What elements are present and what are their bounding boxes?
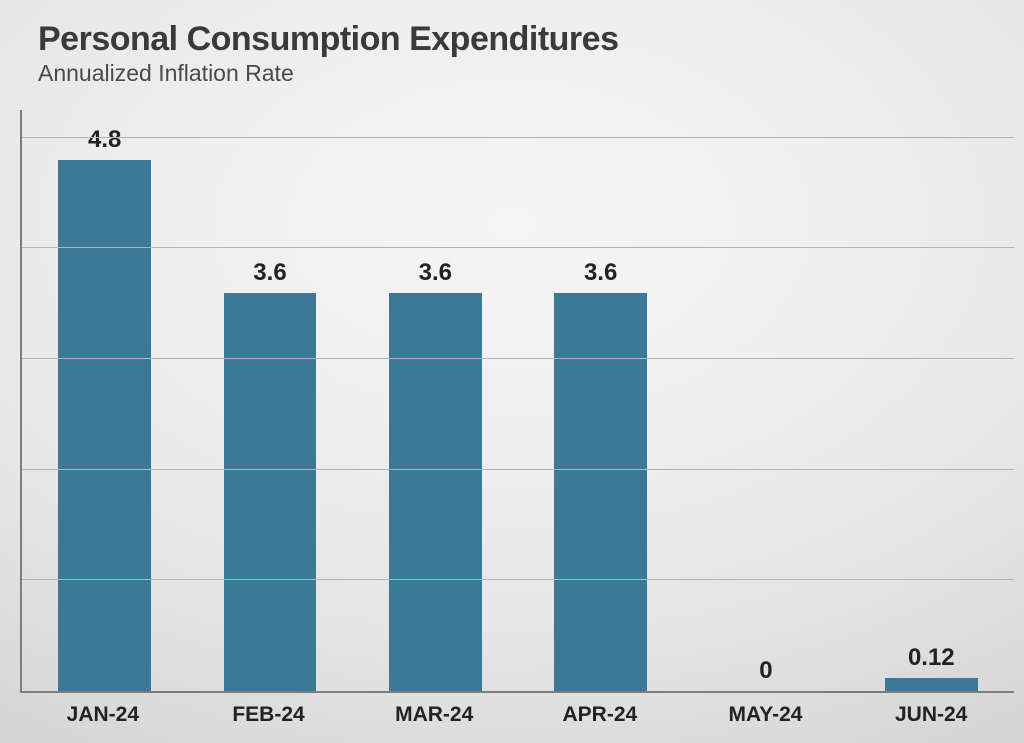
bar-value-label: 3.6 (353, 259, 518, 287)
x-axis-label: FEB-24 (186, 693, 352, 743)
chart-frame: Personal Consumption Expenditures Annual… (0, 0, 1024, 743)
title-block: Personal Consumption Expenditures Annual… (38, 22, 618, 87)
gridline (22, 137, 1014, 138)
chart-title: Personal Consumption Expenditures (38, 22, 618, 58)
x-axis-label: MAR-24 (351, 693, 517, 743)
bar-slot: 4.8 (22, 110, 187, 691)
bar-slot: 0 (683, 110, 848, 691)
bars-row: 4.83.63.63.600.12 (22, 110, 1014, 691)
bar (389, 293, 482, 691)
bar (554, 293, 647, 691)
gridline (22, 469, 1014, 470)
x-axis-label: JUN-24 (848, 693, 1014, 743)
bar-slot: 0.12 (849, 110, 1014, 691)
plot-area: 4.83.63.63.600.12 (20, 110, 1014, 693)
bar (224, 293, 317, 691)
bar-slot: 3.6 (187, 110, 352, 691)
bar (58, 160, 151, 691)
bar-value-label: 3.6 (518, 259, 683, 287)
chart-subtitle: Annualized Inflation Rate (38, 60, 618, 87)
gridline (22, 358, 1014, 359)
x-axis-label: MAY-24 (683, 693, 849, 743)
bar-slot: 3.6 (518, 110, 683, 691)
x-axis-label: APR-24 (517, 693, 683, 743)
gridline (22, 247, 1014, 248)
bar-value-label: 3.6 (187, 259, 352, 287)
gridline (22, 579, 1014, 580)
x-axis-row: JAN-24FEB-24MAR-24APR-24MAY-24JUN-24 (20, 693, 1014, 743)
bar-slot: 3.6 (353, 110, 518, 691)
bar (885, 678, 978, 691)
x-axis-label: JAN-24 (20, 693, 186, 743)
bar-value-label: 0 (683, 657, 848, 685)
bar-value-label: 4.8 (22, 126, 187, 154)
bar-value-label: 0.12 (849, 644, 1014, 672)
